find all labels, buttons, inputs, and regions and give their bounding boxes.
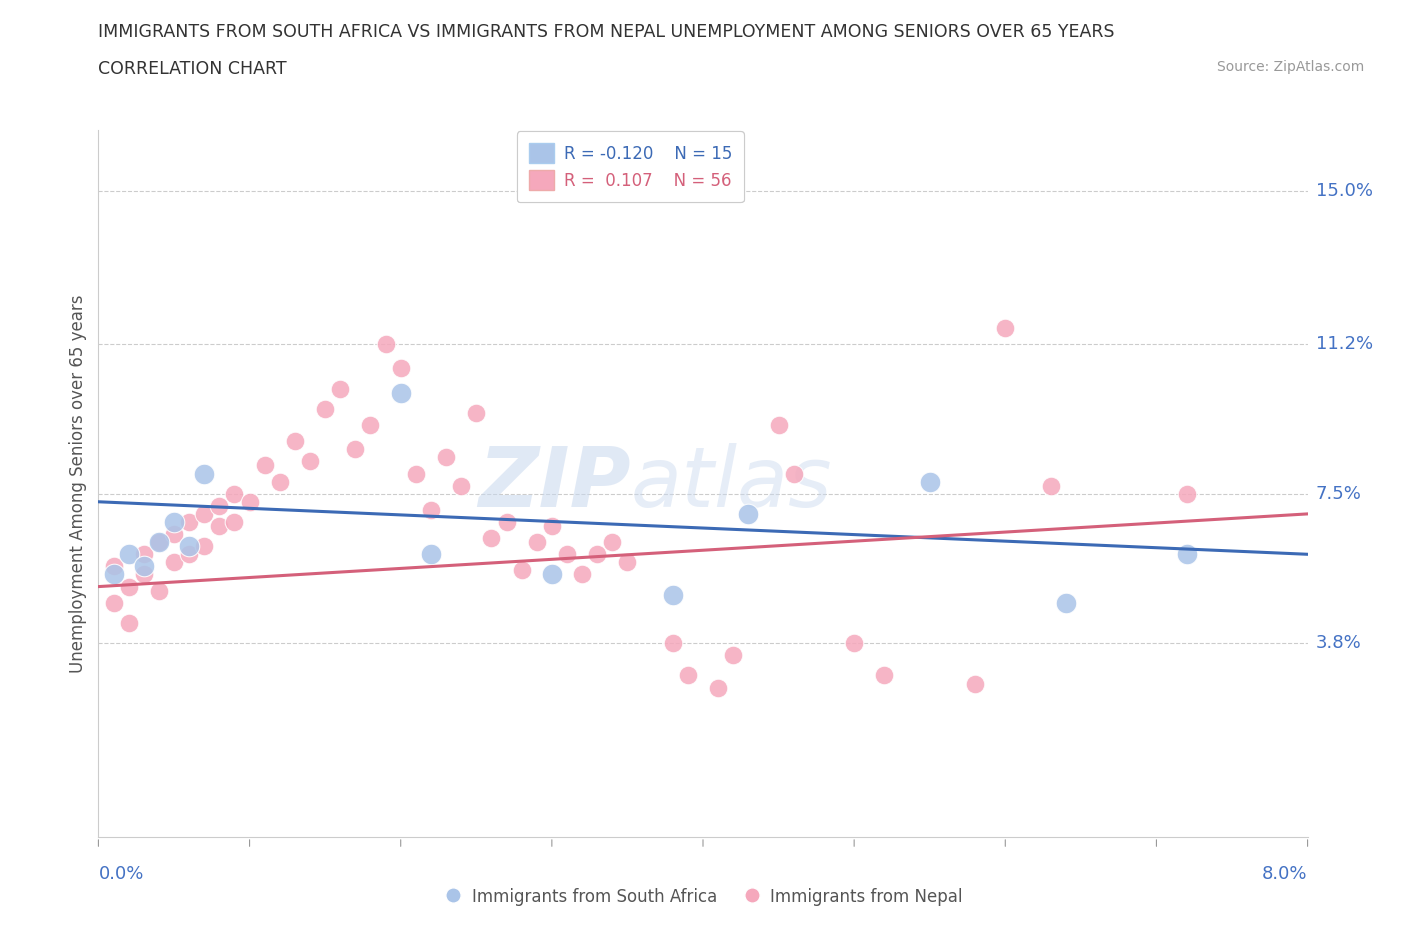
Point [118, 616, 141, 631]
Point [510, 563, 533, 578]
Point [571, 567, 593, 582]
Y-axis label: Unemployment Among Seniors over 65 years: Unemployment Among Seniors over 65 years [69, 295, 87, 672]
Point [284, 433, 307, 448]
Point [661, 587, 683, 602]
Point [540, 567, 562, 582]
Point [495, 514, 517, 529]
Point [163, 555, 186, 570]
Point [602, 535, 624, 550]
Point [586, 547, 609, 562]
Point [103, 567, 125, 582]
Point [918, 474, 941, 489]
Point [479, 531, 503, 546]
Point [208, 519, 231, 534]
Point [118, 547, 141, 562]
Point [676, 668, 699, 683]
Point [179, 547, 201, 562]
Point [269, 474, 291, 489]
Point [1039, 478, 1062, 493]
Point [239, 495, 262, 510]
Point [723, 648, 745, 663]
Point [193, 466, 215, 481]
Point [132, 567, 155, 582]
Point [179, 514, 201, 529]
Point [359, 418, 381, 432]
Text: ZIP: ZIP [478, 443, 630, 525]
Text: CORRELATION CHART: CORRELATION CHART [98, 60, 287, 78]
Text: 15.0%: 15.0% [1316, 181, 1372, 200]
Point [253, 458, 276, 472]
Point [419, 547, 441, 562]
Point [118, 579, 141, 594]
Point [994, 321, 1017, 336]
Point [344, 442, 367, 457]
Point [224, 514, 246, 529]
Point [374, 337, 396, 352]
Point [1054, 595, 1077, 610]
Point [661, 636, 683, 651]
Point [707, 680, 730, 695]
Point [299, 454, 322, 469]
Text: IMMIGRANTS FROM SOUTH AFRICA VS IMMIGRANTS FROM NEPAL UNEMPLOYMENT AMONG SENIORS: IMMIGRANTS FROM SOUTH AFRICA VS IMMIGRAN… [98, 23, 1115, 41]
Text: 0.0%: 0.0% [98, 865, 143, 883]
Point [405, 466, 427, 481]
Text: 3.8%: 3.8% [1316, 634, 1361, 652]
Point [389, 361, 412, 376]
Point [526, 535, 548, 550]
Text: 11.2%: 11.2% [1316, 335, 1374, 353]
Point [148, 535, 170, 550]
Point [540, 519, 562, 534]
Point [132, 559, 155, 574]
Point [148, 535, 170, 550]
Point [329, 381, 352, 396]
Text: Source: ZipAtlas.com: Source: ZipAtlas.com [1216, 60, 1364, 74]
Point [132, 547, 155, 562]
Point [163, 514, 186, 529]
Point [314, 402, 336, 417]
Point [465, 405, 488, 420]
Point [419, 502, 441, 517]
Point [1175, 547, 1198, 562]
Point [103, 559, 125, 574]
Point [873, 668, 896, 683]
Point [434, 450, 457, 465]
Legend: Immigrants from South Africa, Immigrants from Nepal: Immigrants from South Africa, Immigrants… [437, 881, 969, 912]
Text: 8.0%: 8.0% [1263, 865, 1308, 883]
Point [148, 583, 170, 598]
Point [737, 507, 759, 522]
Point [224, 486, 246, 501]
Text: 7.5%: 7.5% [1316, 485, 1362, 503]
Point [555, 547, 578, 562]
Point [389, 385, 412, 400]
Point [965, 676, 987, 691]
Point [193, 538, 215, 553]
Text: atlas: atlas [630, 443, 832, 525]
Point [616, 555, 638, 570]
Legend: R = -0.120    N = 15, R =  0.107    N = 56: R = -0.120 N = 15, R = 0.107 N = 56 [517, 131, 744, 202]
Point [208, 498, 231, 513]
Point [450, 478, 472, 493]
Point [163, 526, 186, 541]
Point [1175, 486, 1198, 501]
Point [768, 418, 790, 432]
Point [782, 466, 804, 481]
Point [193, 507, 215, 522]
Point [103, 595, 125, 610]
Point [844, 636, 866, 651]
Point [179, 538, 201, 553]
